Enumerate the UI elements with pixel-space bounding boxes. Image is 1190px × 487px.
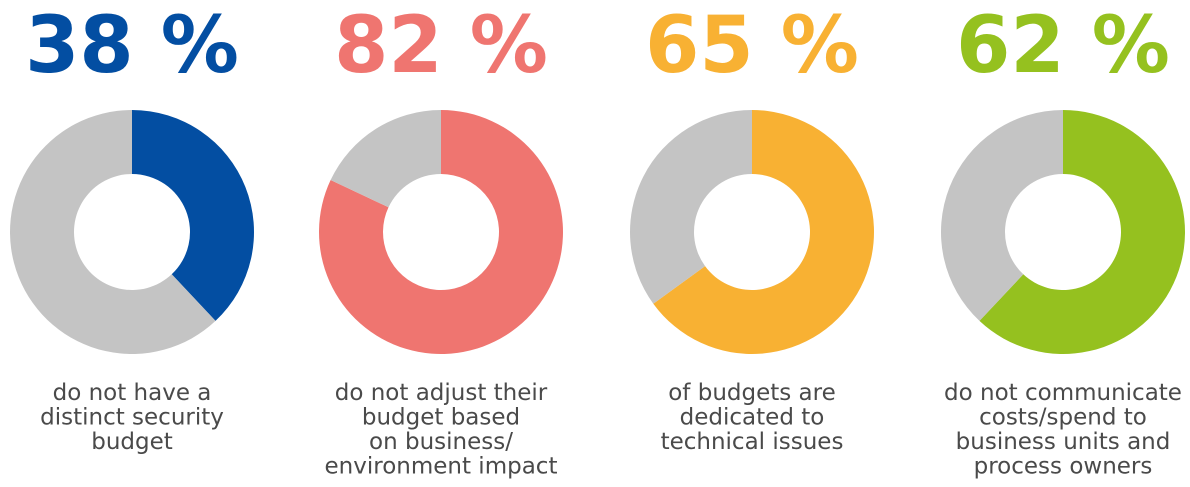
caption-line: do not adjust their: [335, 380, 548, 406]
percent-label: 62 %: [956, 1, 1170, 91]
caption-line: technical issues: [661, 429, 844, 455]
caption-line: dedicated to: [680, 405, 825, 431]
donut-segment: [9, 110, 216, 354]
donut-segment: [653, 110, 874, 354]
caption-line: process owners: [974, 454, 1153, 480]
caption-line: on business/: [369, 429, 513, 455]
donut-segment: [319, 110, 564, 355]
donut-segment: [330, 110, 441, 208]
caption-line: environment impact: [325, 454, 558, 480]
caption-line: budget: [91, 429, 173, 455]
donut-segment: [941, 110, 1063, 321]
caption-line: costs/spend to: [979, 405, 1147, 431]
percent-label: 82 %: [334, 1, 548, 91]
caption-line: budget based: [362, 405, 520, 431]
donut-segment: [630, 110, 752, 304]
donut-segment: [979, 110, 1185, 354]
percent-label: 38 %: [25, 1, 239, 91]
caption-line: distinct security: [40, 405, 224, 431]
caption-line: do not have a: [53, 380, 212, 406]
caption-line: do not communicate: [944, 380, 1182, 406]
caption-line: business units and: [956, 429, 1171, 455]
donut-segment: [132, 110, 254, 321]
percent-label: 65 %: [645, 1, 859, 91]
caption-line: of budgets are: [668, 380, 836, 406]
